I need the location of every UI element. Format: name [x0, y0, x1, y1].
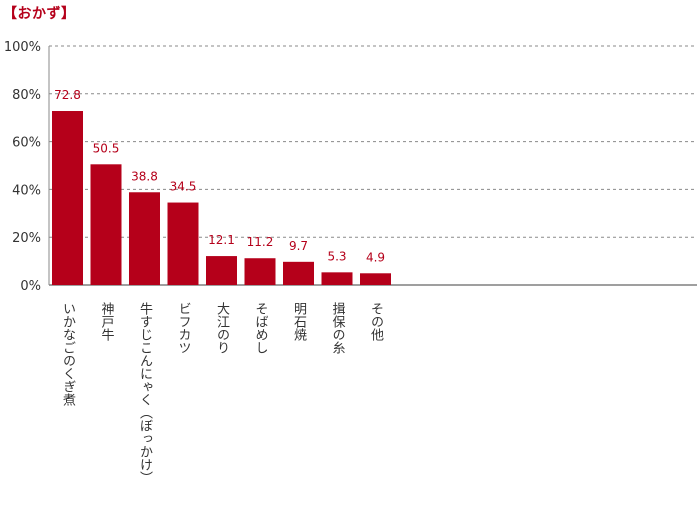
section-title: 【おかず】 [3, 6, 76, 22]
category-label: 揖保の糸 [330, 302, 346, 354]
y-tick-label: 100% [4, 40, 41, 55]
data-label: 12.1 [208, 233, 235, 247]
y-tick-label: 20% [12, 231, 41, 246]
category-label: 神戸牛 [99, 302, 115, 341]
bars [52, 111, 391, 286]
data-label: 5.3 [327, 249, 346, 263]
data-label: 72.8 [54, 88, 81, 102]
y-tick-label: 40% [12, 183, 41, 198]
data-label: 9.7 [289, 239, 308, 253]
bar [90, 164, 122, 285]
category-label: 明石焼 [291, 302, 307, 341]
category-label: 大江のり [214, 302, 230, 354]
y-tick-label: 60% [12, 136, 41, 151]
data-label: 11.2 [247, 235, 274, 249]
bar [321, 272, 353, 285]
category-label: 牛すじこんにゃく（ぼっかけ） [137, 302, 153, 484]
category-label: そばめし [253, 302, 268, 354]
data-label: 4.9 [366, 250, 385, 264]
category-labels: いかなごのくぎ煮 神戸牛 牛すじこんにゃく（ぼっかけ） ビフカツ 大江のり そばめし 明石焼… [60, 302, 384, 484]
data-label: 50.5 [93, 141, 120, 155]
bar [129, 192, 160, 285]
bar [206, 256, 237, 285]
bar [283, 261, 314, 285]
y-axis-ticks: 0% 20% 40% 60% 80% 100% [4, 40, 41, 294]
category-label: その他 [368, 302, 384, 342]
data-label: 38.8 [131, 169, 158, 183]
y-tick-label: 0% [20, 279, 41, 294]
category-label: ビフカツ [176, 302, 191, 354]
bar [360, 273, 391, 285]
data-labels: 72.8 50.5 38.8 34.5 12.1 11.2 9.7 5.3 4.9 [54, 88, 385, 264]
bar [167, 202, 199, 285]
bar [244, 258, 276, 285]
bar [52, 111, 83, 286]
data-label: 34.5 [170, 180, 197, 194]
category-label: いかなごのくぎ煮 [60, 302, 76, 407]
y-tick-label: 80% [12, 88, 41, 103]
